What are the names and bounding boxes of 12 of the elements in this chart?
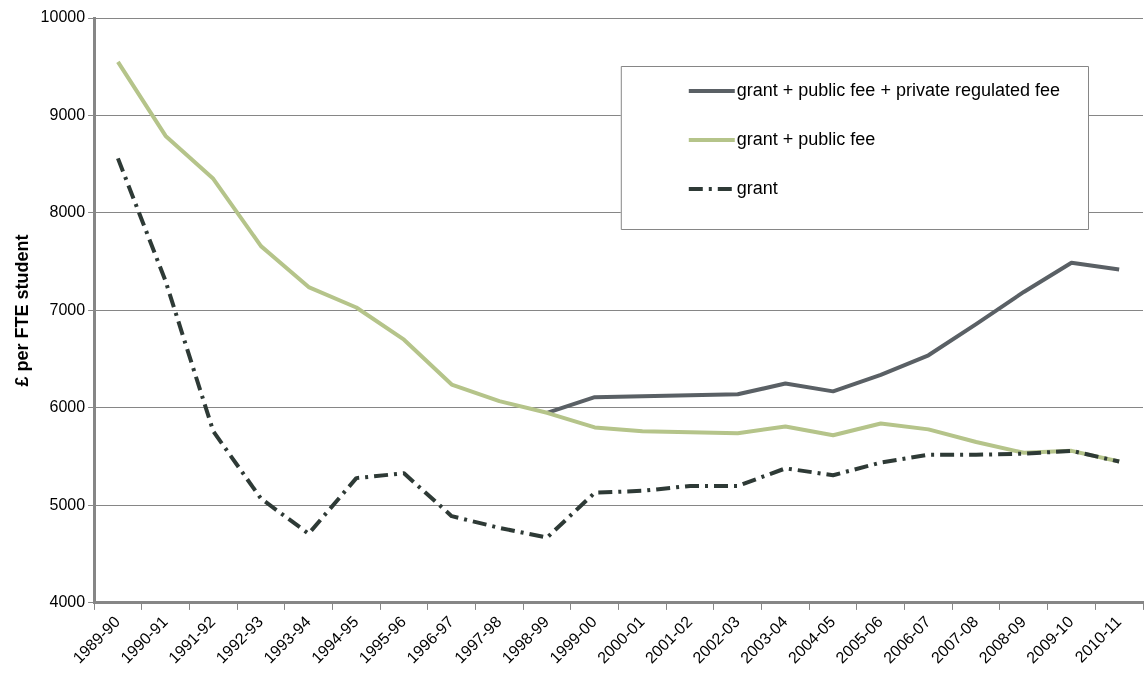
y-tick-label: 8000: [49, 203, 86, 221]
y-tick-label: 5000: [49, 495, 86, 513]
y-tick-label: 4000: [49, 593, 86, 611]
legend-label: grant: [736, 177, 778, 198]
y-tick-label: 9000: [49, 105, 86, 123]
y-tick-label: 10000: [40, 8, 86, 26]
legend-label: grant + public fee: [736, 128, 876, 149]
y-axis-title: £ per FTE student: [11, 234, 32, 387]
legend-label: grant + public fee + private regulated fee: [736, 79, 1060, 100]
y-tick-label: 6000: [49, 398, 86, 416]
y-tick-label: 7000: [49, 300, 86, 318]
line-series: [115, 156, 1122, 540]
